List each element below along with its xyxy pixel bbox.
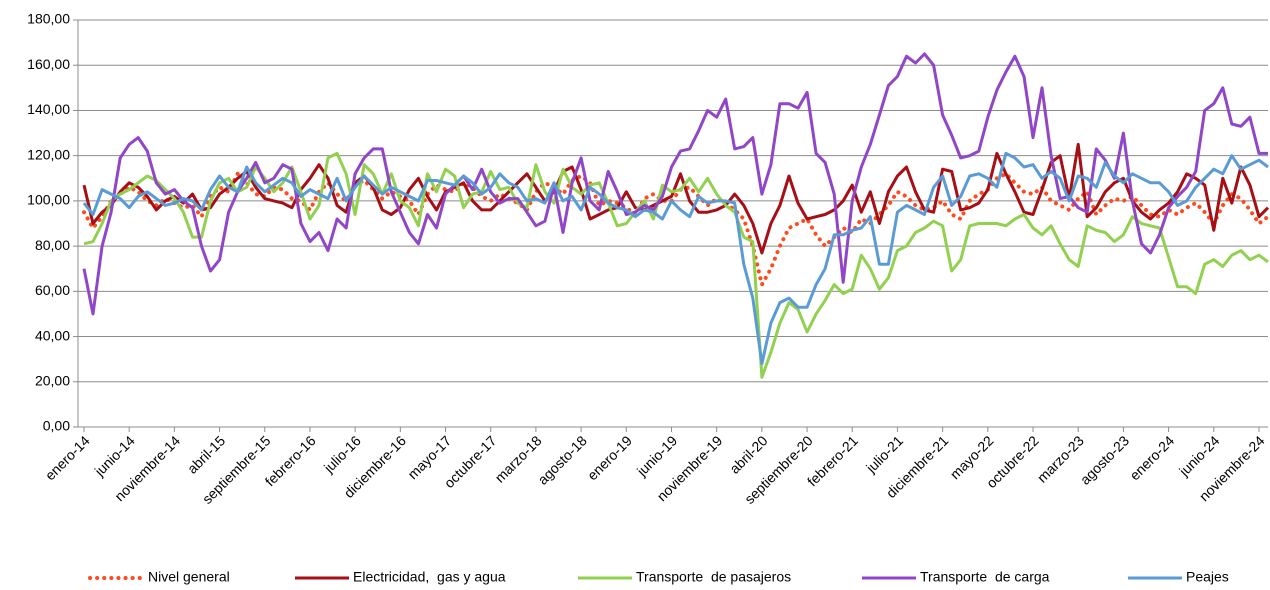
x-tick-label: julio-16	[320, 432, 364, 476]
legend-label: Peajes	[1186, 569, 1229, 585]
x-tick-label: agosto-18	[534, 432, 589, 487]
y-tick-label: 160,00	[27, 56, 70, 72]
series-line	[82, 170, 1270, 291]
legend-label: Transporte de carga	[920, 569, 1050, 585]
y-tick-label: 80,00	[35, 237, 70, 253]
x-tick-label: julio-21	[862, 432, 906, 476]
y-tick-label: 100,00	[27, 192, 70, 208]
x-tick-label: enero-19	[584, 432, 635, 483]
series-line	[83, 151, 1269, 379]
y-tick-label: 60,00	[35, 282, 70, 298]
x-tick-label: agosto-23	[1077, 432, 1132, 487]
x-tick-label: enero-14	[42, 432, 93, 483]
x-tick-label: abril-15	[184, 432, 228, 476]
y-tick-label: 40,00	[35, 327, 70, 343]
y-tick-label: 180,00	[27, 11, 70, 27]
y-tick-label: 20,00	[35, 372, 70, 388]
y-tick-label: 0,00	[43, 418, 70, 434]
x-tick-label: enero-24	[1126, 432, 1177, 483]
series-line	[82, 142, 1270, 255]
legend-label: Electricidad, gas y agua	[353, 569, 506, 585]
x-tick-label: abril-20	[726, 432, 770, 476]
legend-label: Transporte de pasajeros	[636, 569, 791, 585]
legend-label: Nivel general	[148, 569, 230, 585]
y-tick-label: 120,00	[27, 146, 70, 162]
series-line	[82, 151, 1269, 366]
y-tick-label: 140,00	[27, 101, 70, 117]
